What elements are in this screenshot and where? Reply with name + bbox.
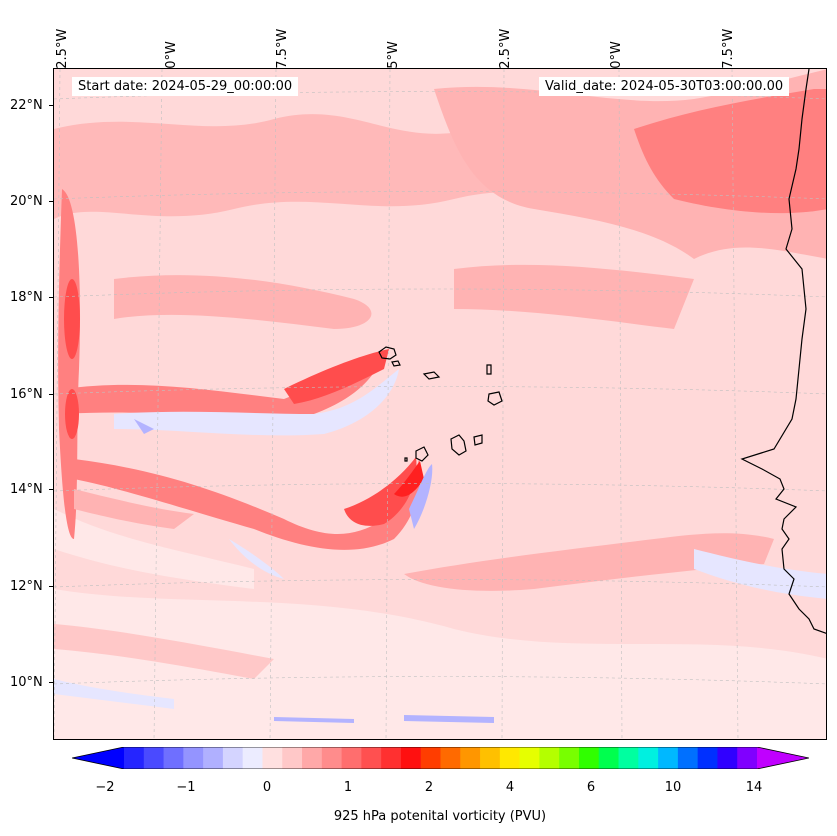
lat-label-12n: 12°N xyxy=(10,579,43,594)
start-date-label: Start date: 2024-05-29_00:00:00 xyxy=(72,77,299,96)
colorbar-segment xyxy=(242,747,263,769)
colorbar-title: 925 hPa potenital vorticity (PVU) xyxy=(333,809,547,824)
colorbar-segment xyxy=(737,747,758,769)
colorbar-tick: 4 xyxy=(505,780,515,795)
colorbar-segment xyxy=(282,747,303,769)
colorbar-tick: 10 xyxy=(664,780,682,795)
colorbar-segment xyxy=(539,747,560,769)
colorbar-tick: 2 xyxy=(424,780,434,795)
colorbar-segment xyxy=(480,747,501,769)
colorbar-segment xyxy=(321,747,343,769)
colorbar-segment xyxy=(361,747,382,769)
colorbar-segment xyxy=(341,747,362,769)
colorbar-segment xyxy=(717,747,738,769)
colorbar-segment xyxy=(658,747,679,769)
colorbar-segment xyxy=(677,747,699,769)
lat-label-18n: 18°N xyxy=(10,290,43,305)
lat-label-22n: 22°N xyxy=(10,98,43,113)
lat-label-14n: 14°N xyxy=(10,482,43,497)
colorbar-segment xyxy=(262,747,283,769)
colorbar xyxy=(72,747,809,769)
colorbar-segment xyxy=(381,747,402,769)
colorbar-tick: 14 xyxy=(745,780,763,795)
lat-label-10n: 10°N xyxy=(10,675,43,690)
colorbar-segment xyxy=(618,747,639,769)
colorbar-segment xyxy=(499,747,521,769)
colorbar-segment xyxy=(183,747,204,769)
colorbar-segment xyxy=(460,747,481,769)
colorbar-segment xyxy=(124,747,145,769)
lat-label-20n: 20°N xyxy=(10,194,43,209)
valid-date-label: Valid_date: 2024-05-30T03:00:00.00 xyxy=(539,77,790,96)
colorbar-segment xyxy=(638,747,659,769)
colorbar-tick: −2 xyxy=(95,780,115,795)
colorbar-segment xyxy=(203,747,224,769)
colorbar-tick: 0 xyxy=(262,780,272,795)
map-panel xyxy=(53,68,827,740)
colorbar-extend-min xyxy=(72,747,124,769)
colorbar-segment xyxy=(163,747,184,769)
colorbar-tick: 1 xyxy=(343,780,353,795)
colorbar-extend-max xyxy=(757,747,809,769)
colorbar-tick: −1 xyxy=(176,780,196,795)
colorbar-segment xyxy=(578,747,600,769)
colorbar-segment xyxy=(302,747,323,769)
colorbar-segment xyxy=(400,747,422,769)
colorbar-tick: 6 xyxy=(586,780,596,795)
colorbar-segment xyxy=(598,747,620,769)
colorbar-segment xyxy=(697,747,718,769)
colorbar-segment xyxy=(420,747,441,769)
lat-label-16n: 16°N xyxy=(10,387,43,402)
colorbar-segment xyxy=(519,747,540,769)
colorbar-segment xyxy=(143,747,165,769)
colorbar-segment xyxy=(222,747,244,769)
colorbar-segment xyxy=(559,747,580,769)
pv-field-map xyxy=(54,69,826,739)
colorbar-segment xyxy=(440,747,461,769)
